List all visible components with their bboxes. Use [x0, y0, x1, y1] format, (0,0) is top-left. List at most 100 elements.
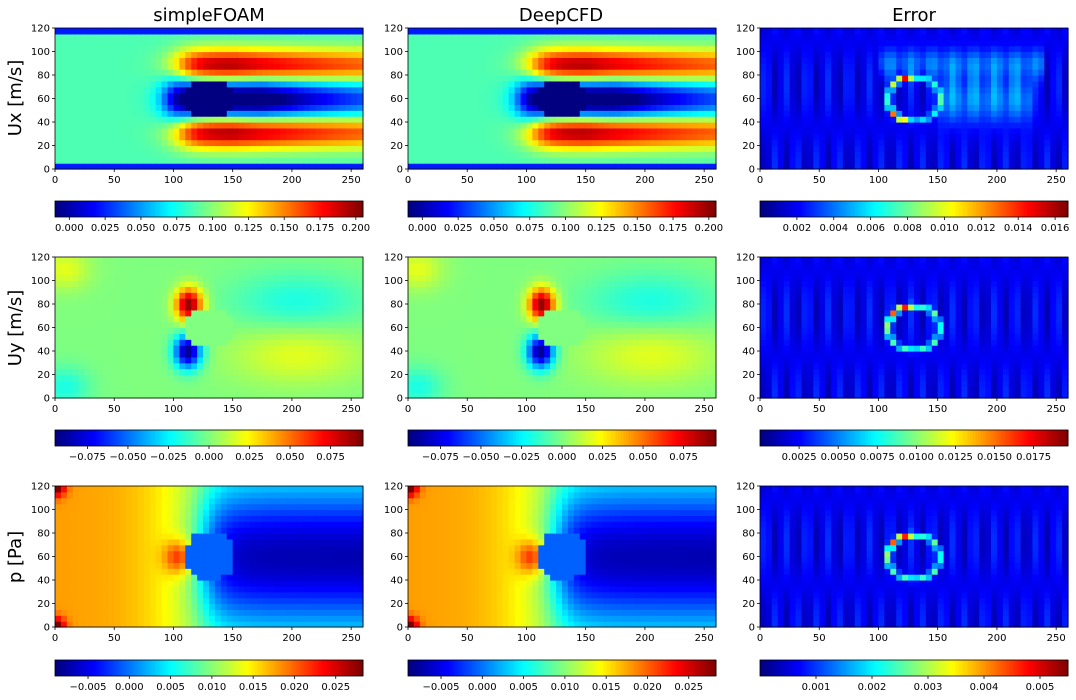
- colorbar-segment: [631, 201, 635, 217]
- heatmap-cell: [544, 110, 551, 117]
- heatmap-cell: [102, 374, 109, 381]
- heatmap-cell: [114, 51, 121, 58]
- heatmap-cell: [197, 127, 204, 135]
- heatmap-cell: [961, 127, 968, 135]
- heatmap-cell: [760, 57, 767, 64]
- heatmap-cell: [674, 163, 682, 170]
- colorbar-segment: [319, 201, 323, 217]
- colorbar-segment: [914, 201, 918, 217]
- colorbar-segment: [1019, 201, 1023, 217]
- heatmap-cell: [813, 86, 820, 94]
- heatmap-cell: [137, 262, 145, 270]
- heatmap-cell: [102, 133, 109, 141]
- heatmap-cell: [831, 127, 838, 135]
- colorbar-segment: [636, 201, 640, 217]
- heatmap-cell: [520, 139, 528, 147]
- heatmap-cell: [132, 368, 139, 376]
- heatmap-cell: [526, 92, 533, 100]
- heatmap-cell: [937, 28, 945, 35]
- heatmap-cell: [179, 392, 186, 399]
- heatmap-cell: [262, 63, 269, 70]
- heatmap-cell: [866, 75, 874, 82]
- y-tick-label: 120: [384, 24, 403, 35]
- heatmap-cell: [161, 45, 169, 53]
- heatmap-cell: [807, 98, 814, 105]
- heatmap-cell: [819, 98, 826, 105]
- heatmap-cell: [449, 80, 456, 88]
- heatmap-cell: [203, 327, 210, 334]
- heatmap-cell: [961, 92, 968, 100]
- heatmap-cell: [60, 75, 68, 82]
- heatmap-cell: [544, 33, 551, 41]
- heatmap-cell: [179, 309, 186, 317]
- heatmap-cell: [556, 92, 563, 100]
- heatmap-cell: [339, 45, 346, 53]
- heatmap-cell: [692, 98, 699, 105]
- colorbar-segment: [513, 201, 517, 217]
- heatmap-cell: [155, 127, 163, 135]
- heatmap-cell: [704, 51, 711, 58]
- heatmap-cell: [949, 28, 957, 35]
- heatmap-cell: [274, 104, 281, 111]
- heatmap-cell: [179, 321, 186, 329]
- heatmap-cell: [955, 104, 962, 111]
- heatmap-cell: [72, 116, 80, 123]
- heatmap-cell: [801, 80, 808, 88]
- heatmap-cell: [419, 127, 427, 135]
- colorbar-tick-label: 0.000: [408, 223, 437, 234]
- heatmap-cell: [860, 145, 868, 152]
- colorbar-segment: [413, 201, 417, 217]
- colorbar-segment: [316, 201, 320, 217]
- colorbar-frame: [54, 200, 364, 218]
- heatmap-cell: [214, 345, 222, 352]
- heatmap-cell: [197, 280, 204, 287]
- heatmap-cell: [102, 368, 109, 376]
- heatmap-cell: [662, 33, 670, 41]
- heatmap-cell: [919, 86, 927, 94]
- heatmap-cell: [461, 122, 468, 129]
- heatmap-cell: [167, 86, 175, 94]
- colorbar-segment: [934, 201, 938, 217]
- heatmap-cell: [961, 104, 968, 111]
- heatmap-cell: [627, 51, 634, 58]
- heatmap-cell: [1050, 63, 1057, 70]
- heatmap-cell: [597, 157, 605, 164]
- heatmap-cell: [179, 268, 186, 276]
- heatmap-cell: [473, 163, 480, 170]
- heatmap-cell: [155, 98, 163, 105]
- heatmap-cell: [597, 104, 605, 111]
- heatmap-cell: [449, 163, 456, 170]
- colorbar-segment: [785, 201, 789, 217]
- colorbar-segment: [621, 201, 625, 217]
- heatmap-cell: [854, 39, 862, 47]
- heatmap-cell: [502, 39, 510, 47]
- heatmap-cell: [621, 51, 628, 58]
- heatmap-cell: [485, 39, 492, 47]
- heatmap-cell: [327, 57, 334, 64]
- colorbar-segment: [485, 201, 489, 217]
- heatmap-cell: [692, 151, 699, 158]
- heatmap-cell: [991, 75, 998, 82]
- heatmap-cell: [760, 127, 767, 135]
- heatmap-cell: [126, 92, 133, 100]
- heatmap-cell: [149, 98, 157, 105]
- heatmap-cell: [550, 28, 557, 35]
- heatmap-cell: [78, 163, 86, 170]
- heatmap-cell: [232, 28, 240, 35]
- heatmap-cell: [137, 75, 145, 82]
- heatmap-cell: [143, 339, 151, 346]
- heatmap-cell: [621, 69, 628, 76]
- heatmap-cell: [674, 57, 682, 64]
- heatmap-cell: [114, 98, 121, 105]
- colorbar-segment: [790, 201, 794, 217]
- heatmap-cell: [256, 51, 263, 58]
- heatmap-cell: [132, 51, 139, 58]
- heatmap-cell: [854, 57, 862, 64]
- heatmap-cell: [1062, 69, 1069, 76]
- heatmap-cell: [686, 63, 693, 70]
- heatmap-cell: [1044, 139, 1051, 147]
- heatmap-cell: [473, 63, 480, 70]
- heatmap-cell: [872, 39, 880, 47]
- heatmap-cell: [955, 127, 962, 135]
- heatmap-cell: [795, 110, 803, 117]
